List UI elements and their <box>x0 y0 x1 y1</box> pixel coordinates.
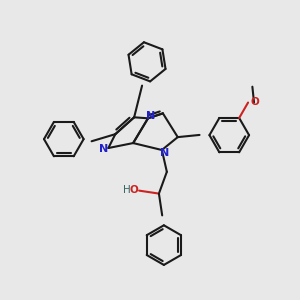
Text: N: N <box>146 111 156 121</box>
Text: N: N <box>99 144 108 154</box>
Text: O: O <box>250 97 259 106</box>
Text: H: H <box>123 184 131 195</box>
Text: N: N <box>160 148 170 158</box>
Text: O: O <box>129 184 138 195</box>
